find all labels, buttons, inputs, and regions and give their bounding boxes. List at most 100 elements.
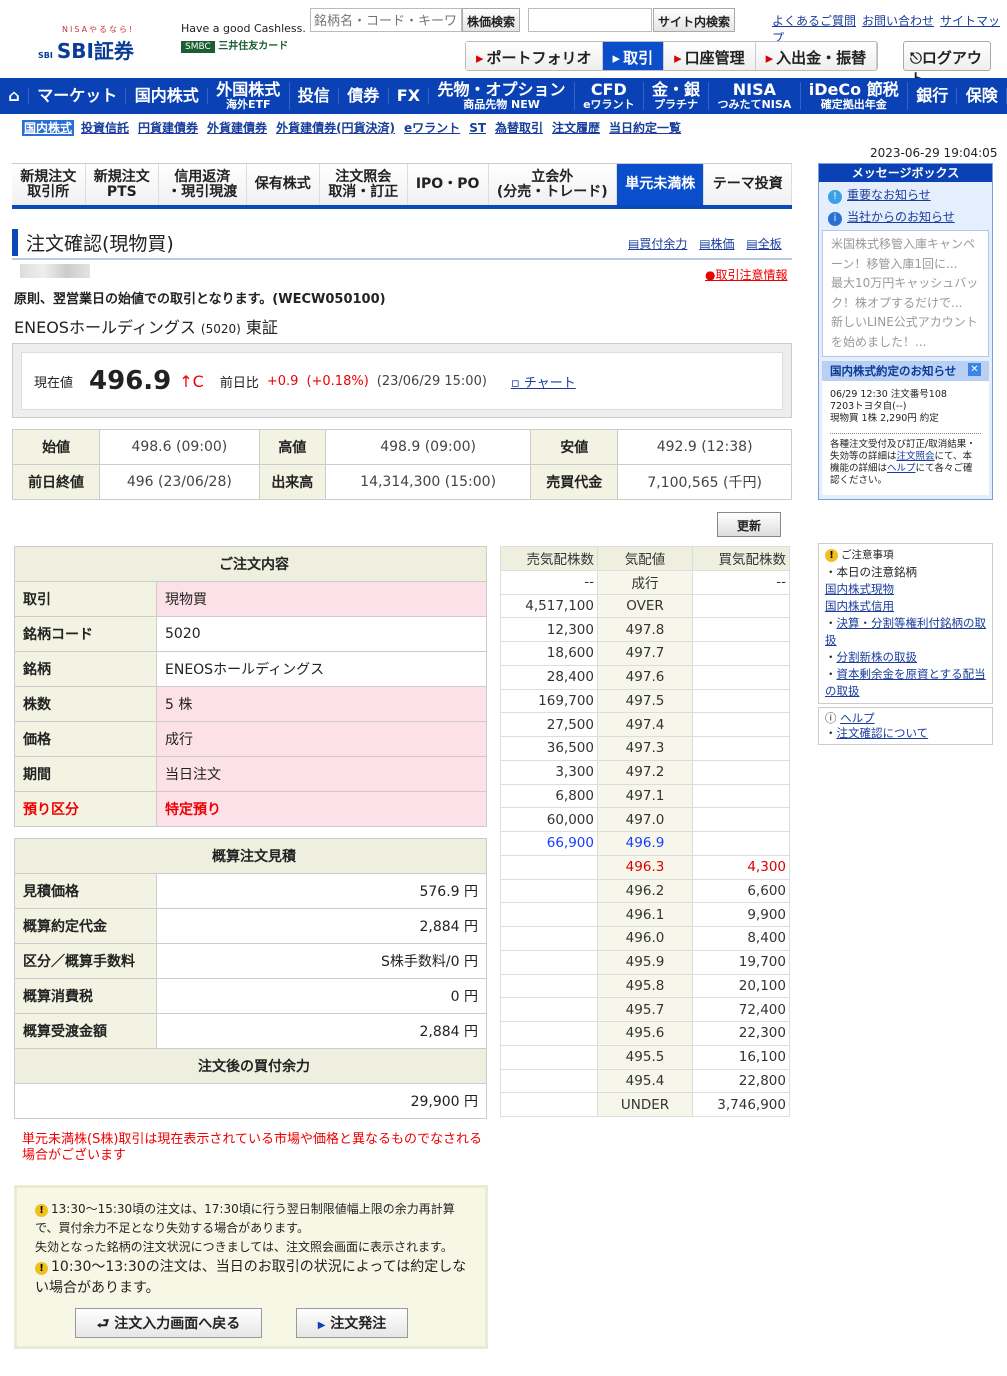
gnav-item[interactable]: 先物・オプション 商品先物 NEW (429, 81, 575, 111)
gnav-item[interactable]: 投信 (290, 87, 340, 105)
price-level[interactable]: 成行 (597, 569, 693, 595)
price-level[interactable]: 497.1 (597, 783, 693, 809)
ask-size: 4,517,100 (500, 593, 598, 619)
subnav-item[interactable]: 当日約定一覧 (609, 121, 682, 135)
chart-link[interactable]: ▫ チャート (510, 375, 576, 391)
gnav-item[interactable]: 外国株式 海外ETF (208, 81, 290, 111)
price-level[interactable]: OVER (597, 593, 693, 619)
tab[interactable]: IPO・PO (407, 164, 489, 205)
table-row: 銘柄コード 5020 (14, 616, 487, 652)
ask-size (500, 1092, 598, 1117)
gnav-item[interactable]: マーケット (29, 87, 127, 105)
gnav-item[interactable]: iDeCo 節税 確定拠出年金 (801, 81, 908, 111)
gnav-item[interactable]: CFD eワラント (575, 81, 644, 111)
price-level[interactable]: 495.5 (597, 1044, 693, 1070)
stock-price-link[interactable]: ▤株価 (699, 237, 735, 251)
help-link[interactable]: ヘルプ (840, 711, 875, 725)
price-level[interactable]: 495.6 (597, 1021, 693, 1046)
price-level[interactable]: 497.0 (597, 807, 693, 832)
contact-link[interactable]: お問い合わせ (862, 14, 935, 28)
subnav-item[interactable]: ST (469, 121, 487, 135)
bid-size: 4,300 (692, 854, 790, 880)
gnav-item[interactable]: NISA つみたてNISA (709, 81, 801, 111)
row-label: 区分／概算手数料 (14, 943, 157, 979)
price-level[interactable]: 497.7 (597, 641, 693, 666)
news-item[interactable]: 最大10万円キャッシュバック！株オプするだけで... (831, 276, 979, 310)
caution-link[interactable]: 資本剰余金を原資とする配当の取扱 (825, 667, 986, 698)
caution-link[interactable]: 国内株式信用 (825, 599, 894, 613)
subnav-item[interactable]: 国内株式 (22, 120, 75, 136)
price-level[interactable]: 497.8 (597, 617, 693, 642)
bid-size: 16,100 (692, 1044, 790, 1070)
faq-link[interactable]: よくあるご質問 (772, 14, 857, 28)
subnav-item[interactable]: 円貨建債券 (138, 121, 199, 135)
site-search-button[interactable]: サイト内検索 (653, 8, 736, 32)
gnav-item[interactable]: ⌂ (0, 87, 29, 105)
table-row: 区分／概算手数料 S株手数料/0 円 (14, 943, 487, 979)
datetime: 2023-06-29 19:04:05 (870, 146, 998, 160)
price-level[interactable]: 497.4 (597, 712, 693, 737)
tab[interactable]: テーマ投資 (704, 164, 792, 205)
price-level[interactable]: 495.7 (597, 997, 693, 1022)
tab[interactable]: 注文照会 取消・訂正 (320, 164, 408, 205)
price-level[interactable]: UNDER (597, 1092, 693, 1117)
subnav-item[interactable]: eワラント (404, 121, 461, 135)
refresh-button[interactable]: 更新 (717, 512, 781, 537)
buying-power-link[interactable]: ▤買付余力 (628, 237, 688, 251)
menu-transfer[interactable]: 入出金・振替 (755, 42, 878, 70)
price-level[interactable]: 496.1 (597, 902, 693, 927)
tab[interactable]: 新規注文 PTS (85, 164, 160, 205)
stock-search-input[interactable] (310, 8, 462, 32)
site-search-input[interactable] (528, 8, 652, 32)
caution-link[interactable]: 決算・分割等権利付銘柄の取扱 (825, 616, 986, 647)
tab[interactable]: 信用返済 ・現引現渡 (159, 164, 247, 205)
subnav-item[interactable]: 為替取引 (495, 121, 544, 135)
price-level[interactable]: 497.2 (597, 759, 693, 785)
sbi-logo[interactable]: NISAやるなら! SBI SBI証券 (38, 25, 135, 63)
price-level[interactable]: 496.9 (597, 831, 693, 856)
company-notice-link[interactable]: 当社からのお知らせ (847, 210, 955, 224)
tab[interactable]: 単元未満株 (616, 164, 705, 205)
logout-button[interactable]: ⎋ログアウト (903, 41, 991, 88)
gnav-item[interactable]: 国内株式 (126, 87, 208, 105)
help-link[interactable]: ヘルプ (887, 463, 916, 474)
stock-search-button[interactable]: 株価検索 (462, 8, 521, 32)
price-level[interactable]: 495.9 (597, 949, 693, 975)
price-level[interactable]: 496.2 (597, 878, 693, 904)
gnav-item[interactable]: 銀行 (908, 87, 958, 105)
price-level[interactable]: 497.6 (597, 664, 693, 690)
news-item[interactable]: 米国株式移管入庫キャンペーン！移管入庫1回に... (831, 237, 976, 271)
tab[interactable]: 立会外 (分売・トレード) (488, 164, 617, 205)
price-level[interactable]: 496.0 (597, 926, 693, 951)
subnav-item[interactable]: 投資信託 (81, 121, 130, 135)
price-level[interactable]: 497.5 (597, 688, 693, 714)
gnav-item[interactable]: 金・銀 プラチナ (644, 81, 710, 111)
subnav-item[interactable]: 注文履歴 (552, 121, 601, 135)
tab[interactable]: 保有株式 (246, 164, 321, 205)
important-notice-link[interactable]: 重要なお知らせ (847, 188, 931, 202)
menu-portfolio[interactable]: ポートフォリオ (466, 42, 603, 70)
back-to-input-button[interactable]: ⮐ 注文入力画面へ戻る (75, 1308, 262, 1338)
subnav-item[interactable]: 外貨建債券 (207, 121, 268, 135)
place-order-button[interactable]: ▶ 注文発注 (296, 1308, 408, 1338)
gnav-item[interactable]: 保険 (957, 87, 1007, 105)
trade-warning-link[interactable]: ●取引注意情報 (705, 268, 788, 282)
caution-link[interactable]: 分割新株の取扱 (836, 650, 918, 664)
full-board-link[interactable]: ▤全板 (746, 237, 782, 251)
price-level[interactable]: 496.3 (597, 854, 693, 880)
menu-account[interactable]: 口座管理 (664, 42, 756, 70)
menu-trade[interactable]: 取引 (602, 42, 665, 70)
caution-link[interactable]: 国内株式現物 (825, 582, 894, 596)
price-level[interactable]: 497.3 (597, 736, 693, 761)
gnav-item[interactable]: 債券 (339, 87, 389, 105)
gnav-item[interactable]: FX (389, 87, 430, 105)
subnav-item[interactable]: 外貨建債券(円貨決済) (276, 121, 396, 135)
tab[interactable]: 新規注文 取引所 (12, 164, 86, 205)
help-order-confirm-link[interactable]: 注文確認について (836, 726, 929, 740)
price-level[interactable]: 495.8 (597, 973, 693, 999)
order-inquiry-link[interactable]: 注文照会 (896, 451, 935, 462)
news-item[interactable]: 新しいLINE公式アカウントを始めました！... (831, 315, 978, 349)
smbc-ad[interactable]: Have a good Cashless. SMBC 三井住友カード (181, 22, 306, 53)
close-icon[interactable]: ✕ (968, 363, 981, 376)
price-level[interactable]: 495.4 (597, 1068, 693, 1094)
